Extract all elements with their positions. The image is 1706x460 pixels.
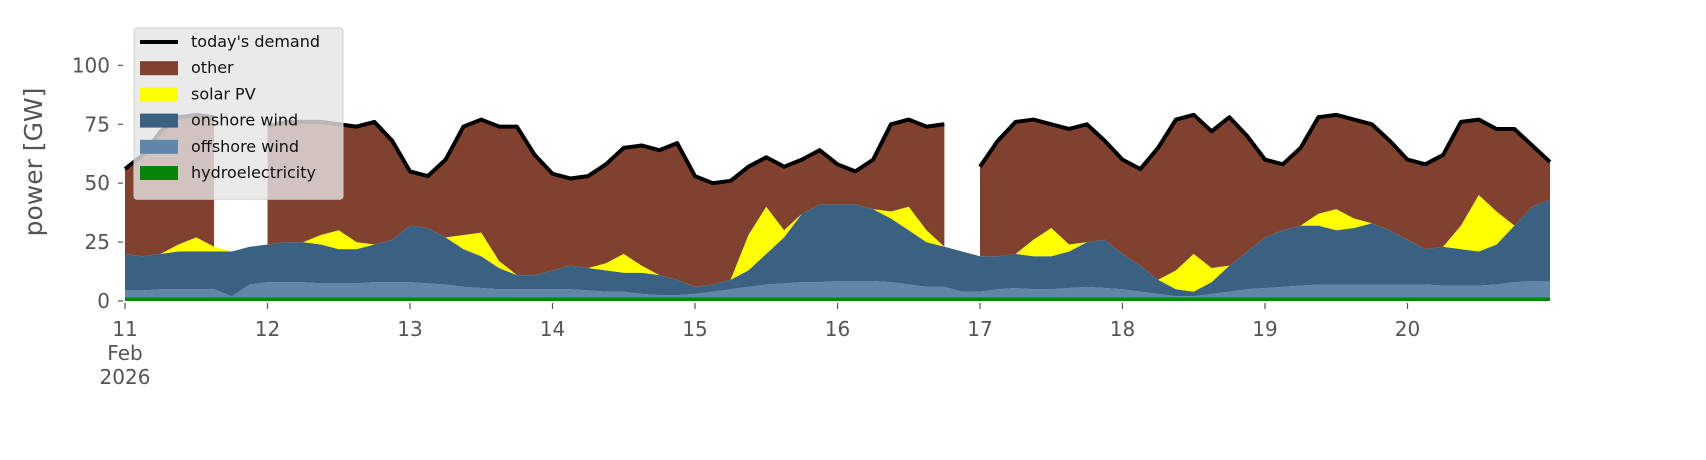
area xyxy=(125,297,1550,301)
y-tick-label: 0 xyxy=(97,289,110,313)
legend-swatch xyxy=(140,87,178,102)
area xyxy=(125,199,1550,297)
y-tick-label: 25 xyxy=(85,230,110,254)
legend-swatch xyxy=(140,139,178,154)
y-tick-label: 100 xyxy=(72,53,110,77)
x-tick-label: 16 xyxy=(825,317,850,341)
y-tick-label: 75 xyxy=(85,112,110,136)
area xyxy=(125,194,1550,292)
legend-swatch xyxy=(140,166,178,180)
x-tick-label: 18 xyxy=(1110,317,1135,341)
x-tick-label: 13 xyxy=(397,317,422,341)
legend-label: other xyxy=(191,58,234,77)
y-axis-label: power [GW] xyxy=(19,88,48,237)
x-tick-label: 15 xyxy=(682,317,707,341)
area xyxy=(125,114,1550,287)
legend-label: onshore wind xyxy=(191,111,298,130)
x-tick-label: 12 xyxy=(255,317,280,341)
x-tick-label: 17 xyxy=(967,317,992,341)
area xyxy=(125,280,1550,298)
x-tick-label: 11 Feb 2026 xyxy=(100,317,151,389)
y-tick-label: 50 xyxy=(85,171,110,195)
legend-label: solar PV xyxy=(191,84,256,103)
legend-label: offshore wind xyxy=(191,137,299,156)
legend-box xyxy=(133,27,344,200)
legend-swatch xyxy=(140,113,178,128)
legend-label: today's demand xyxy=(191,32,320,51)
x-tick-label: 20 xyxy=(1395,317,1420,341)
x-tick-label: 14 xyxy=(540,317,565,341)
legend-swatch xyxy=(140,61,178,76)
legend-label: hydroelectricity xyxy=(191,163,316,182)
x-tick-label: 19 xyxy=(1252,317,1277,341)
